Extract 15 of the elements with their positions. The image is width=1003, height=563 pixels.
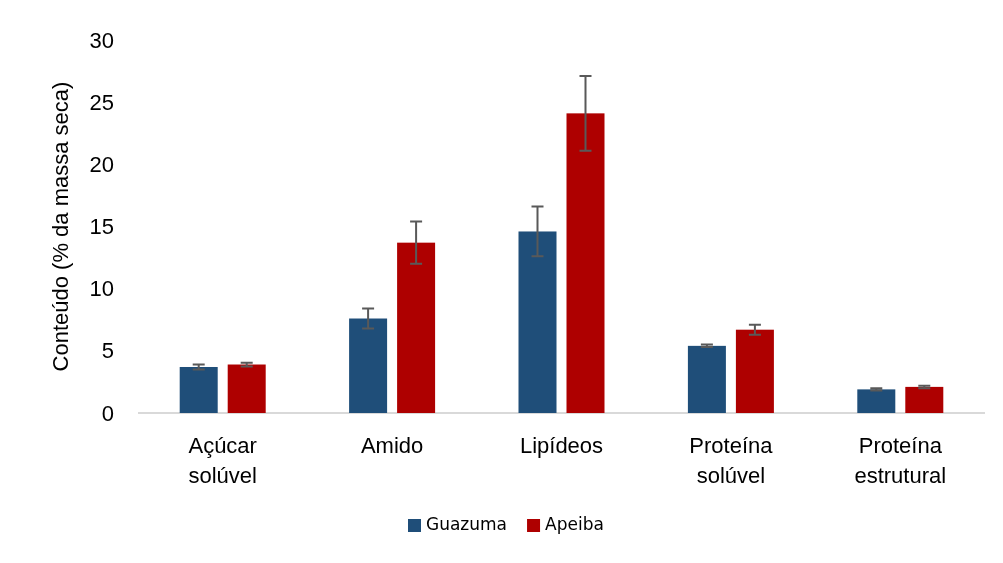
y-axis-title: Conteúdo (% da massa seca) (48, 81, 73, 372)
y-tick-label: 0 (101, 400, 114, 426)
y-tick-label: 25 (89, 89, 114, 115)
y-tick-label: 20 (89, 151, 114, 177)
legend-label: Apeiba (545, 514, 604, 534)
y-tick-label: 30 (89, 27, 114, 53)
y-tick-label: 5 (101, 338, 114, 364)
legend-label: Guazuma (426, 514, 508, 534)
y-tick-label: 10 (89, 276, 114, 302)
x-tick-label: Lipídeos (519, 433, 604, 458)
x-tick-label: Amido (360, 433, 424, 458)
x-tick-label: Açúcar solúvel (188, 433, 257, 488)
x-tick-label: Proteína solúvel (689, 433, 774, 488)
y-tick-label: 15 (89, 214, 114, 240)
x-tick-label: Proteína estrutural (854, 433, 947, 488)
